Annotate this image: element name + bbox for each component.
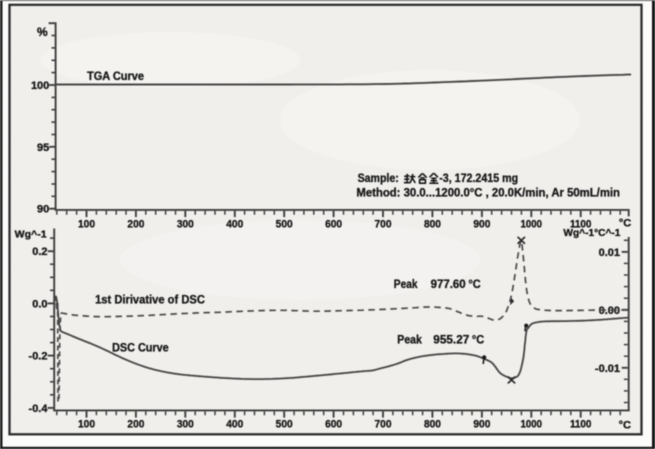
svg-text:0.01: 0.01 bbox=[599, 247, 620, 259]
svg-text:°C: °C bbox=[619, 218, 631, 230]
svg-text:100: 100 bbox=[31, 80, 49, 92]
svg-text:800: 800 bbox=[424, 418, 441, 430]
svg-text:Sample:: Sample: bbox=[358, 171, 399, 185]
svg-text:Wg^-1: Wg^-1 bbox=[15, 229, 47, 241]
svg-text:400: 400 bbox=[226, 418, 243, 430]
svg-text:800: 800 bbox=[424, 218, 441, 230]
svg-text:95: 95 bbox=[37, 142, 49, 154]
svg-text:-0.01: -0.01 bbox=[595, 363, 620, 375]
svg-text:DSC Curve: DSC Curve bbox=[112, 341, 169, 355]
svg-text:Peak: Peak bbox=[394, 277, 418, 291]
svg-text:%: % bbox=[37, 25, 48, 39]
svg-text:200: 200 bbox=[127, 418, 144, 430]
svg-text:Method: 30.0...1200.0°C , 20.0: Method: 30.0...1200.0°C , 20.0K/min, Ar … bbox=[356, 186, 620, 200]
svg-text:955.27: 955.27 bbox=[433, 333, 469, 347]
svg-text:900: 900 bbox=[473, 218, 490, 230]
svg-text:1000: 1000 bbox=[521, 418, 543, 430]
svg-text:-0.4: -0.4 bbox=[29, 403, 49, 415]
svg-text:Peak: Peak bbox=[397, 333, 422, 347]
svg-text:0.2: 0.2 bbox=[32, 246, 47, 258]
svg-text:300: 300 bbox=[177, 218, 194, 230]
svg-text:90: 90 bbox=[37, 204, 49, 216]
svg-text:400: 400 bbox=[226, 218, 243, 230]
svg-text:500: 500 bbox=[276, 418, 293, 430]
svg-text:300: 300 bbox=[177, 418, 194, 430]
svg-text:1100: 1100 bbox=[570, 418, 592, 430]
svg-text:500: 500 bbox=[276, 218, 293, 230]
svg-text:Wg^-1°C^-1: Wg^-1°C^-1 bbox=[563, 228, 620, 239]
svg-text:100: 100 bbox=[78, 418, 95, 430]
svg-text:700: 700 bbox=[375, 418, 392, 430]
svg-text:700: 700 bbox=[375, 218, 392, 230]
svg-text:0.00: 0.00 bbox=[599, 305, 620, 317]
svg-text:900: 900 bbox=[473, 418, 490, 430]
svg-text:-3, 172.2415 mg: -3, 172.2415 mg bbox=[439, 171, 518, 185]
svg-text:-0.2: -0.2 bbox=[29, 351, 48, 363]
svg-text:°C: °C bbox=[468, 277, 481, 291]
svg-text:977.60: 977.60 bbox=[431, 277, 466, 291]
svg-text:1100: 1100 bbox=[570, 218, 592, 230]
svg-text:TGA Curve: TGA Curve bbox=[87, 69, 144, 83]
svg-text:600: 600 bbox=[325, 418, 342, 430]
svg-text:100: 100 bbox=[78, 218, 95, 230]
svg-text:200: 200 bbox=[127, 218, 144, 230]
svg-text:°C: °C bbox=[619, 420, 631, 432]
svg-text:1000: 1000 bbox=[521, 218, 543, 230]
svg-text:0.0: 0.0 bbox=[32, 298, 47, 310]
svg-text:°C: °C bbox=[472, 333, 485, 347]
svg-text:1st Dirivative of DSC: 1st Dirivative of DSC bbox=[95, 293, 205, 307]
svg-text:600: 600 bbox=[325, 218, 342, 230]
